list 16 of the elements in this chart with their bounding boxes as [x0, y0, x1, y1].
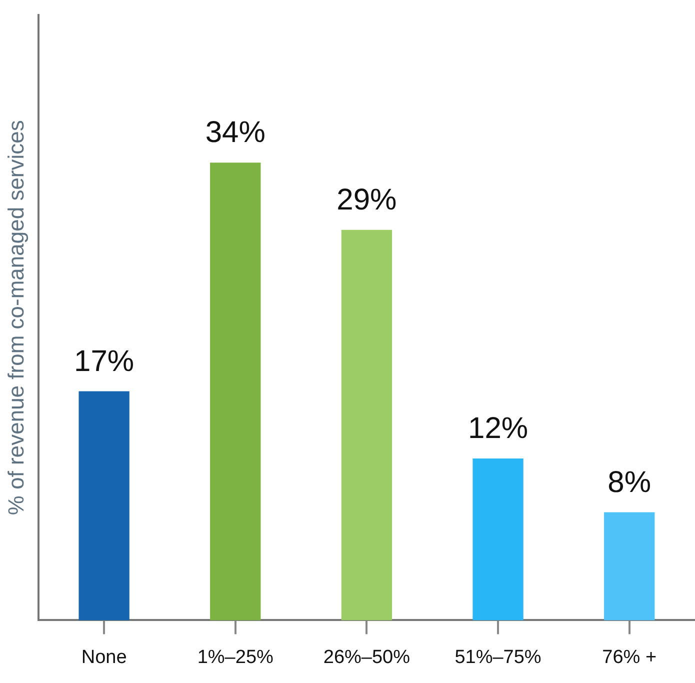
y-axis-title: % of revenue from co-managed services: [3, 120, 28, 516]
x-tick-label: 51%–75%: [454, 646, 542, 668]
data-label: 17%: [74, 344, 134, 378]
bar: [341, 230, 392, 620]
data-label: 29%: [336, 183, 397, 216]
bar: [472, 458, 524, 620]
data-label: 34%: [205, 116, 266, 150]
x-tick-label: 76% +: [602, 646, 657, 668]
bar: [604, 512, 655, 620]
x-tick-label: 26%–50%: [323, 646, 410, 668]
bar: [78, 391, 130, 620]
bar: [210, 162, 261, 620]
data-label: 8%: [608, 466, 652, 499]
x-tick-label: 1%–25%: [197, 646, 274, 668]
x-tick-label: None: [81, 646, 127, 668]
data-label: 12%: [468, 412, 528, 446]
